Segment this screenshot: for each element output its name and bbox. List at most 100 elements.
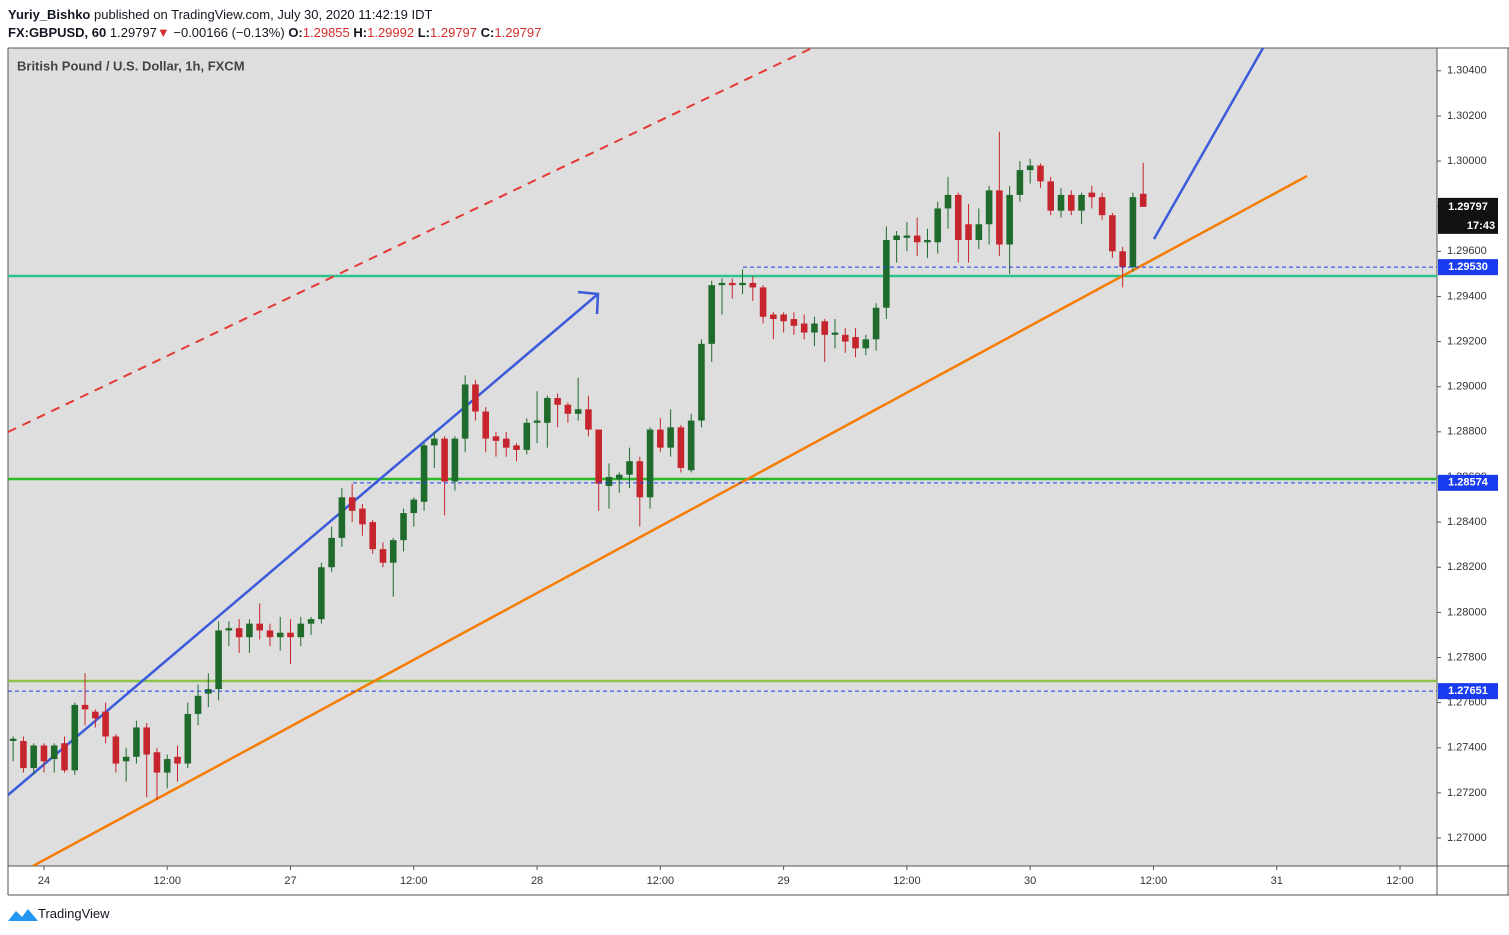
- candle-body: [461, 384, 469, 439]
- candle-body: [687, 420, 695, 471]
- trend-line-dashed: [8, 48, 813, 433]
- candle-body: [934, 208, 942, 243]
- candle-body: [770, 314, 777, 320]
- y-tick-label: 1.28000: [1447, 606, 1487, 618]
- marks: [8, 131, 1437, 800]
- candle-body: [163, 759, 171, 773]
- y-tick-label: 1.28800: [1447, 426, 1487, 438]
- axes: 1.27000 1.27200 1.27400 1.27600 1.27800 1.280…: [38, 65, 1498, 887]
- y-tick-label: 1.27600: [1447, 697, 1487, 709]
- arrow-head: [577, 290, 600, 315]
- candle-body: [924, 240, 931, 243]
- candle-body: [133, 727, 140, 757]
- candle-body: [533, 420, 541, 423]
- candle-body: [759, 287, 767, 317]
- candle-body: [996, 190, 1003, 245]
- candle-body: [215, 630, 222, 690]
- last-price-label: 1.29797: [1448, 201, 1488, 213]
- price-label-box: [1438, 683, 1498, 700]
- candle-body: [626, 461, 633, 475]
- candle-body: [400, 513, 407, 541]
- candle-body: [153, 752, 161, 773]
- candle-body: [544, 397, 551, 423]
- candle-body: [739, 282, 746, 286]
- price-label: 1.29530: [1448, 261, 1488, 273]
- candle-body: [71, 704, 79, 771]
- y-tick-label: 1.28400: [1447, 516, 1487, 528]
- candle-body: [20, 740, 27, 769]
- candle-body: [1098, 197, 1106, 216]
- price-label: 1.28574: [1448, 477, 1489, 489]
- plot-background: [8, 48, 1437, 866]
- x-tick-label: 30: [1024, 875, 1036, 887]
- author: Yuriy_Bishko: [8, 7, 91, 22]
- header-line-1: Yuriy_Bishko published on TradingView.co…: [8, 7, 432, 22]
- candle-body: [831, 332, 839, 335]
- countdown-label: 17:43: [1467, 220, 1495, 232]
- candle-body: [338, 497, 346, 538]
- x-tick-label: 12:00: [400, 875, 428, 887]
- candle-body: [205, 689, 212, 694]
- candle-body: [913, 235, 921, 243]
- candle-body: [564, 404, 572, 414]
- y-tick-label: 1.30400: [1447, 65, 1487, 77]
- candle-body: [872, 307, 880, 340]
- candle-body: [359, 508, 366, 525]
- y-tick-label: 1.27400: [1447, 742, 1487, 754]
- candle-body: [235, 628, 243, 638]
- candle-body: [800, 323, 808, 333]
- candle-body: [30, 745, 37, 769]
- candle-body: [883, 240, 890, 308]
- candle-body: [574, 409, 582, 414]
- x-tick-label: 27: [284, 875, 296, 887]
- candle-body: [174, 756, 181, 764]
- candle-body: [523, 422, 531, 450]
- candle-body: [1109, 215, 1116, 252]
- candle-body: [954, 194, 962, 241]
- candle-body: [143, 727, 150, 755]
- x-tick-label: 12:00: [1140, 875, 1168, 887]
- candle-body: [225, 628, 233, 631]
- price-label: 1.27651: [1448, 685, 1488, 697]
- candle-body: [40, 745, 48, 762]
- candle-body: [287, 632, 294, 638]
- candle-body: [728, 282, 736, 286]
- candle-body: [81, 704, 89, 710]
- candle-body: [379, 549, 387, 563]
- candle-body: [451, 438, 459, 482]
- x-tick-label: 28: [531, 875, 543, 887]
- candle-body: [646, 429, 654, 498]
- candle-body: [811, 323, 818, 333]
- candle-body: [492, 436, 500, 441]
- candle-body: [297, 623, 305, 638]
- price-label-box: [1438, 474, 1498, 491]
- candle-body: [256, 623, 263, 631]
- candle-body: [965, 224, 972, 241]
- c-value: 1.29797: [494, 25, 542, 40]
- candle-body: [821, 321, 829, 335]
- o-key: O:: [288, 25, 303, 40]
- x-tick-label: 29: [778, 875, 790, 887]
- o-value: 1.29855: [302, 25, 350, 40]
- arrow-line: [8, 293, 599, 796]
- y-tick-label: 1.27800: [1447, 651, 1487, 663]
- candle-body: [1078, 194, 1085, 211]
- candle-body: [472, 384, 479, 412]
- candle-body: [276, 632, 284, 638]
- y-tick-label: 1.27200: [1447, 787, 1487, 799]
- last-price-box: [1438, 197, 1498, 234]
- candle-body: [420, 445, 428, 502]
- candle-body: [790, 319, 798, 326]
- candle-body: [708, 285, 716, 344]
- logo-shape: [8, 909, 38, 921]
- y-tick-label: 1.29200: [1447, 335, 1487, 347]
- candle-body: [554, 397, 561, 405]
- candle-body: [328, 537, 335, 568]
- y-tick-label: 1.30000: [1447, 155, 1487, 167]
- header-line-2: FX:GBPUSD, 60 1.29797▼ −0.00166 (−0.13%)…: [8, 25, 541, 40]
- y-tick-label: 1.29000: [1447, 381, 1487, 393]
- candle-body: [1057, 194, 1065, 211]
- x-tick-label: 12:00: [153, 875, 181, 887]
- candle-body: [9, 738, 17, 741]
- candle-body: [410, 499, 418, 514]
